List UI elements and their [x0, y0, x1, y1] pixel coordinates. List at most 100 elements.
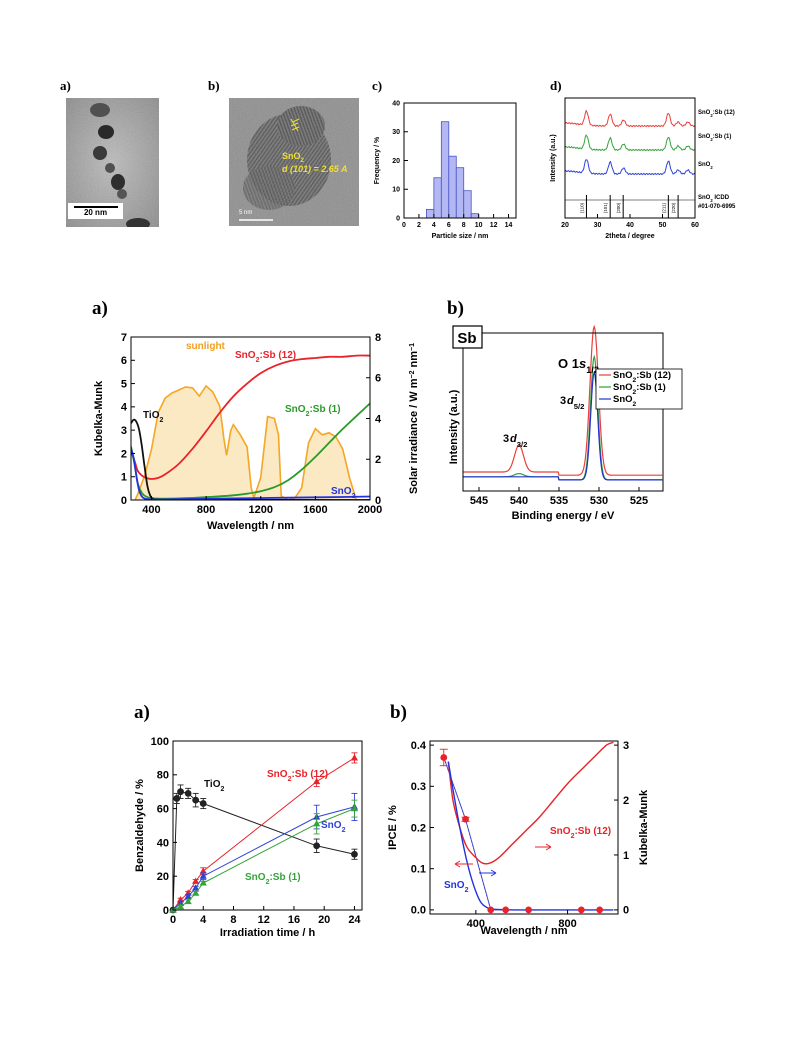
tio2-annotation: TiO2: [143, 410, 163, 424]
d32-label-orbital: d3/2: [510, 433, 527, 449]
fig3a-xlabel: Irradiation time / h: [220, 927, 316, 939]
fig1c-ytick-label-3: 30: [392, 129, 400, 136]
xrd-ref-label-3: (211): [661, 202, 666, 213]
arrow-right-km: [535, 843, 552, 851]
fig3b-y2label: Kubelka-Munk: [638, 789, 650, 865]
fig3a-ytick-label-0: 0: [163, 905, 169, 917]
xrd-ref-label-2: (200): [616, 202, 621, 213]
fig2a-ylabel: Kubelka-Munk: [93, 380, 105, 456]
benz-point-3-6: [350, 804, 359, 812]
fig2b-xtick-label-0: 545: [470, 495, 488, 507]
fig2a-ytick-label-3: 3: [121, 425, 127, 437]
sb-element-tag: Sb: [457, 330, 476, 347]
benz-point-3-5: [313, 820, 321, 827]
ipce-point-3: [502, 906, 510, 914]
fig1c-xtick-label-7: 14: [505, 222, 513, 229]
sb1-annotation: SnO2:Sb (1): [285, 404, 341, 418]
fig2a-plot-area: [131, 354, 370, 500]
fig2a-xtick-label-0: 400: [142, 504, 160, 516]
xps-legend-label-1: SnO2:Sb (1): [613, 382, 666, 396]
fig2a-ytick-label-5: 5: [121, 378, 127, 390]
hist-bar-5: [463, 190, 472, 219]
o1s-label-orbital: s1/2: [579, 356, 599, 375]
fig3b-right-ytick-label-1: 1: [623, 850, 629, 862]
sunlight-spectrum-line: [134, 384, 370, 500]
fig3a-ylabel: Benzaldehyde / %: [134, 779, 146, 872]
o1s-label: O 1: [558, 356, 579, 371]
benz-point-1-4: [199, 867, 207, 874]
xps-series-0: [463, 324, 663, 476]
fig3a-ytick-label-1: 20: [157, 871, 169, 883]
fig1d-xtick-label-1: 30: [594, 222, 602, 229]
fig2b-xtick-label-4: 525: [630, 495, 648, 507]
fig1c-xtick-label-3: 6: [447, 222, 451, 229]
fig2b-ylabel: Intensity (a.u.): [448, 389, 460, 464]
fig3b-right-ytick-label-2: 2: [623, 795, 629, 807]
xrd-ref-label-0: (110): [579, 202, 584, 213]
ipce-sno2-annotation: SnO2: [444, 880, 469, 894]
fig3a-xtick-label-4: 16: [288, 914, 300, 926]
fig2a-right-ytick-label-0: 0: [375, 495, 381, 507]
fig1c-xtick-label-4: 8: [462, 222, 466, 229]
xrd-ref-label-4: (220): [671, 202, 676, 213]
fig1a-label: a): [60, 78, 71, 93]
xrd-legend-0: SnO2:Sb (12): [698, 110, 735, 118]
fig2a-label: a): [92, 298, 108, 319]
fig2b-xtick-label-3: 530: [590, 495, 608, 507]
hist-bar-6: [470, 213, 480, 219]
fig2b-xtick-label-1: 540: [510, 495, 528, 507]
d32-label: 3: [503, 433, 509, 445]
fig3a-xtick-label-5: 20: [318, 914, 330, 926]
fig1c-xtick-label-5: 10: [475, 222, 483, 229]
fig1c-xtick-label-1: 2: [417, 222, 421, 229]
fig1c-ylabel: Frequency / %: [374, 136, 381, 184]
sb12-annotation: SnO2:Sb (12): [235, 350, 296, 364]
xrd-ref-legend: SnO2 ICDD: [698, 195, 730, 203]
fig2a-y2label: Solar irradiance / W m−2 nm−1: [408, 343, 420, 494]
fig1c-label: c): [372, 78, 383, 93]
d52-label: 3: [560, 395, 566, 407]
fig1c-ytick-label-4: 40: [392, 100, 400, 107]
benz-point-1-1: [176, 896, 185, 903]
benz-point-0-1: [173, 795, 181, 802]
benz-point-2-1: [176, 899, 185, 906]
lattice-annotation-spacing: d (101) = 2.65 A: [282, 164, 348, 174]
benz-point-1-6: [350, 754, 359, 761]
fig1b-label: b): [208, 78, 220, 93]
fig3b-right-ytick-label-0: 0: [623, 905, 629, 917]
fig2a-ytick-label-1: 1: [121, 472, 127, 484]
fig1d-ylabel: Intensity (a.u.): [550, 134, 557, 181]
scalebar-5nm: 5 nm: [239, 210, 253, 216]
fig1d-xlabel: 2theta / degree: [605, 233, 655, 240]
fig3b-ytick-label-3: 0.3: [411, 781, 426, 793]
fig3a-xtick-label-6: 24: [348, 914, 361, 926]
fig2a-xtick-label-4: 2000: [358, 504, 382, 516]
km3b-line-2: [447, 741, 614, 865]
hist-bar-3: [448, 155, 457, 219]
fig2a-xtick-label-2: 1200: [249, 504, 273, 516]
histogram-particle-size: 0 2 4 6 8 10 12 14 0 10 20 30 40 Particle size / nm Fr…: [374, 100, 517, 240]
fig3b-ytick-label-4: 0.4: [411, 740, 427, 752]
benz-point-0-3: [184, 789, 192, 797]
fig3b-ytick-label-0: 0.0: [411, 905, 426, 917]
fig1c-ytick-label-2: 20: [392, 158, 400, 165]
fig3a-ytick-label-5: 100: [151, 736, 169, 748]
ipce-sb12-annotation: SnO2:Sb (12): [550, 826, 611, 840]
benz-sno2-annotation: SnO2: [321, 820, 346, 834]
fig2b-xtick-label-2: 535: [550, 495, 568, 507]
fig3a-ytick-label-4: 80: [157, 770, 169, 782]
hist-bar-2: [440, 121, 450, 219]
fig2a-right-ytick-label-2: 4: [375, 413, 382, 425]
arrow-right-sno2: [479, 869, 497, 877]
benz-point-3-2: [184, 897, 192, 905]
hist-bar-0: [426, 208, 435, 219]
ipce-kubelka-munk-chart: 400 800 0.0 0.1 0.2 0.3 0.4 0 1 2 3 Wavelength / nm…: [387, 740, 650, 937]
fig3a-ytick-label-3: 60: [157, 803, 169, 815]
xps-sb-spectrum-chart: 545 540 535 530 525 Binding energy / eV Intens…: [448, 324, 683, 522]
fig3b-xtick-label-1: 800: [558, 918, 576, 930]
xps-series-2: [463, 370, 663, 481]
xrd-series-2: [564, 159, 696, 176]
hrtem-image: 5 nm SnO2 d (101) = 2.65 A: [229, 98, 359, 226]
benz-point-2-3: [192, 884, 200, 891]
fig1c-xtick-label-0: 0: [402, 222, 406, 229]
